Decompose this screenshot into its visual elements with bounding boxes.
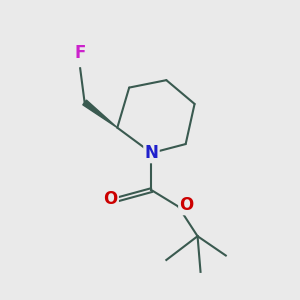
Text: O: O — [103, 190, 118, 208]
Text: O: O — [179, 196, 194, 214]
Polygon shape — [83, 100, 117, 128]
Text: N: N — [145, 144, 158, 162]
Text: F: F — [74, 44, 86, 62]
